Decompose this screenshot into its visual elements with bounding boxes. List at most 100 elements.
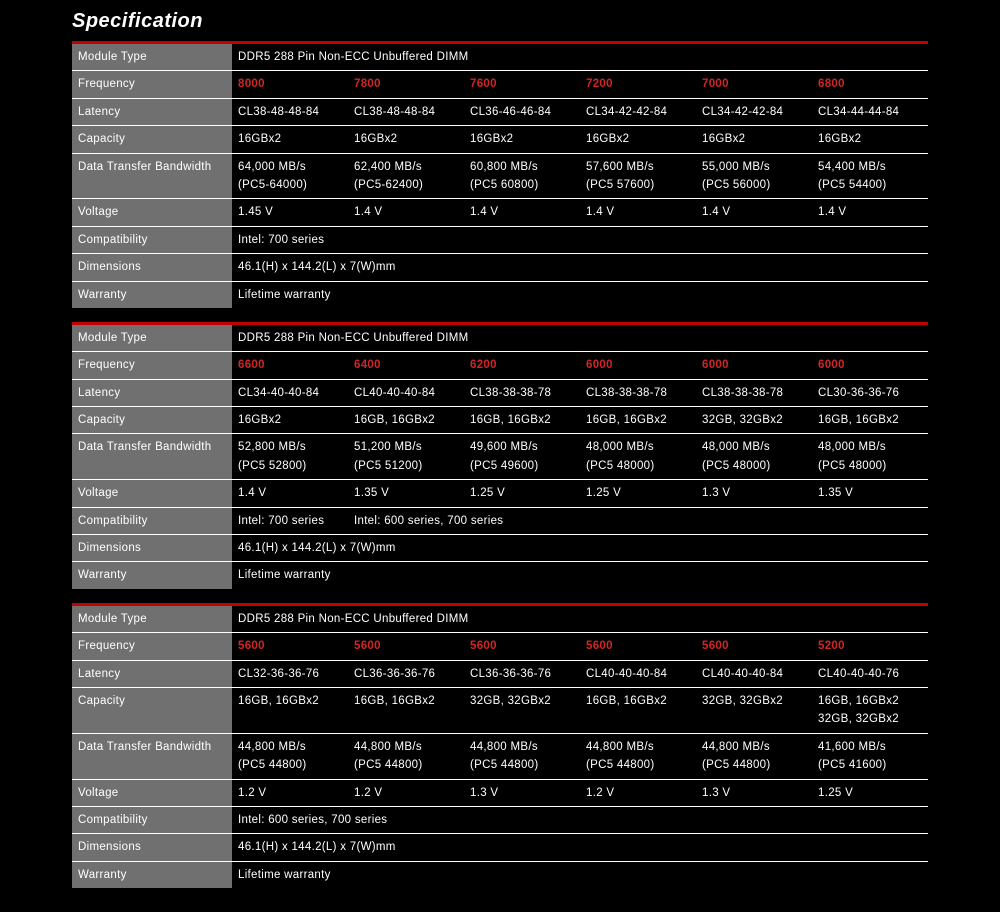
latency-cell: CL38-38-38-78: [464, 379, 580, 406]
capacity-cell: 16GB, 16GBx2: [232, 687, 348, 733]
row-label: Latency: [72, 660, 232, 687]
frequency-cell: 5200: [812, 633, 928, 660]
latency-cell: CL34-44-44-84: [812, 98, 928, 125]
row-label: Capacity: [72, 126, 232, 153]
voltage-cell: 1.2 V: [580, 779, 696, 806]
frequency-cell: 6000: [580, 352, 696, 379]
module-type-cell: DDR5 288 Pin Non-ECC Unbuffered DIMM: [232, 323, 928, 351]
row-label: Data Transfer Bandwidth: [72, 733, 232, 779]
spec-tables-container: Module TypeDDR5 288 Pin Non-ECC Unbuffer…: [72, 41, 928, 888]
frequency-cell: 6000: [696, 352, 812, 379]
compatibility-cell: Intel: 600 series, 700 series: [348, 507, 928, 534]
page-title: Specification: [72, 10, 928, 33]
capacity-cell: 32GB, 32GBx2: [696, 687, 812, 733]
row-label: Capacity: [72, 687, 232, 733]
row-label: Module Type: [72, 43, 232, 71]
latency-cell: CL36-36-36-76: [464, 660, 580, 687]
voltage-cell: 1.4 V: [580, 199, 696, 226]
dimensions-cell: 46.1(H) x 144.2(L) x 7(W)mm: [232, 535, 928, 562]
compatibility-cell: Intel: 700 series: [232, 507, 348, 534]
frequency-cell: 5600: [696, 633, 812, 660]
voltage-cell: 1.4 V: [696, 199, 812, 226]
row-label: Capacity: [72, 407, 232, 434]
latency-cell: CL38-38-38-78: [580, 379, 696, 406]
dimensions-cell: 46.1(H) x 144.2(L) x 7(W)mm: [232, 254, 928, 281]
frequency-cell: 6600: [232, 352, 348, 379]
voltage-cell: 1.3 V: [696, 480, 812, 507]
latency-cell: CL34-40-40-84: [232, 379, 348, 406]
frequency-cell: 7000: [696, 71, 812, 98]
bandwidth-cell: 54,400 MB/s(PC5 54400): [812, 153, 928, 199]
row-label: Module Type: [72, 604, 232, 632]
capacity-cell: 16GB, 16GBx2: [464, 407, 580, 434]
row-label: Dimensions: [72, 535, 232, 562]
bandwidth-cell: 48,000 MB/s(PC5 48000): [696, 434, 812, 480]
dimensions-cell: 46.1(H) x 144.2(L) x 7(W)mm: [232, 834, 928, 861]
bandwidth-cell: 48,000 MB/s(PC5 48000): [812, 434, 928, 480]
frequency-cell: 6400: [348, 352, 464, 379]
voltage-cell: 1.4 V: [464, 199, 580, 226]
row-label: Warranty: [72, 861, 232, 888]
frequency-cell: 7800: [348, 71, 464, 98]
warranty-cell: Lifetime warranty: [232, 281, 928, 308]
voltage-cell: 1.35 V: [812, 480, 928, 507]
bandwidth-cell: 51,200 MB/s(PC5 51200): [348, 434, 464, 480]
row-label: Data Transfer Bandwidth: [72, 153, 232, 199]
module-type-cell: DDR5 288 Pin Non-ECC Unbuffered DIMM: [232, 604, 928, 632]
capacity-cell: 16GB, 16GBx2: [812, 407, 928, 434]
row-label: Frequency: [72, 352, 232, 379]
latency-cell: CL36-46-46-84: [464, 98, 580, 125]
latency-cell: CL34-42-42-84: [696, 98, 812, 125]
capacity-cell: 16GB, 16GBx2: [348, 687, 464, 733]
row-label: Frequency: [72, 633, 232, 660]
voltage-cell: 1.4 V: [812, 199, 928, 226]
bandwidth-cell: 49,600 MB/s(PC5 49600): [464, 434, 580, 480]
compatibility-cell: Intel: 700 series: [232, 226, 928, 253]
voltage-cell: 1.4 V: [348, 199, 464, 226]
warranty-cell: Lifetime warranty: [232, 562, 928, 589]
capacity-cell: 16GB, 16GBx2: [580, 407, 696, 434]
bandwidth-cell: 44,800 MB/s(PC5 44800): [696, 733, 812, 779]
frequency-cell: 5600: [348, 633, 464, 660]
row-label: Compatibility: [72, 507, 232, 534]
latency-cell: CL34-42-42-84: [580, 98, 696, 125]
frequency-cell: 6200: [464, 352, 580, 379]
compatibility-cell: Intel: 600 series, 700 series: [232, 806, 928, 833]
row-label: Dimensions: [72, 834, 232, 861]
bandwidth-cell: 55,000 MB/s(PC5 56000): [696, 153, 812, 199]
row-label: Voltage: [72, 480, 232, 507]
warranty-cell: Lifetime warranty: [232, 861, 928, 888]
capacity-cell: 16GB, 16GBx232GB, 32GBx2: [812, 687, 928, 733]
row-label: Frequency: [72, 71, 232, 98]
latency-cell: CL38-38-38-78: [696, 379, 812, 406]
bandwidth-cell: 60,800 MB/s(PC5 60800): [464, 153, 580, 199]
spec-table: Module TypeDDR5 288 Pin Non-ECC Unbuffer…: [72, 41, 928, 308]
latency-cell: CL40-40-40-84: [348, 379, 464, 406]
row-label: Data Transfer Bandwidth: [72, 434, 232, 480]
latency-cell: CL40-40-40-76: [812, 660, 928, 687]
spec-table: Module TypeDDR5 288 Pin Non-ECC Unbuffer…: [72, 322, 928, 589]
row-label: Dimensions: [72, 254, 232, 281]
capacity-cell: 16GBx2: [232, 407, 348, 434]
capacity-cell: 16GBx2: [232, 126, 348, 153]
voltage-cell: 1.3 V: [696, 779, 812, 806]
capacity-cell: 32GB, 32GBx2: [464, 687, 580, 733]
latency-cell: CL40-40-40-84: [580, 660, 696, 687]
voltage-cell: 1.25 V: [464, 480, 580, 507]
capacity-cell: 16GBx2: [812, 126, 928, 153]
spec-table: Module TypeDDR5 288 Pin Non-ECC Unbuffer…: [72, 603, 928, 888]
frequency-cell: 7600: [464, 71, 580, 98]
capacity-cell: 16GB, 16GBx2: [348, 407, 464, 434]
frequency-cell: 7200: [580, 71, 696, 98]
voltage-cell: 1.2 V: [232, 779, 348, 806]
capacity-cell: 16GBx2: [696, 126, 812, 153]
row-label: Latency: [72, 98, 232, 125]
bandwidth-cell: 48,000 MB/s(PC5 48000): [580, 434, 696, 480]
capacity-cell: 16GBx2: [464, 126, 580, 153]
capacity-cell: 16GBx2: [348, 126, 464, 153]
row-label: Voltage: [72, 199, 232, 226]
row-label: Warranty: [72, 281, 232, 308]
capacity-cell: 16GB, 16GBx2: [580, 687, 696, 733]
voltage-cell: 1.4 V: [232, 480, 348, 507]
module-type-cell: DDR5 288 Pin Non-ECC Unbuffered DIMM: [232, 43, 928, 71]
